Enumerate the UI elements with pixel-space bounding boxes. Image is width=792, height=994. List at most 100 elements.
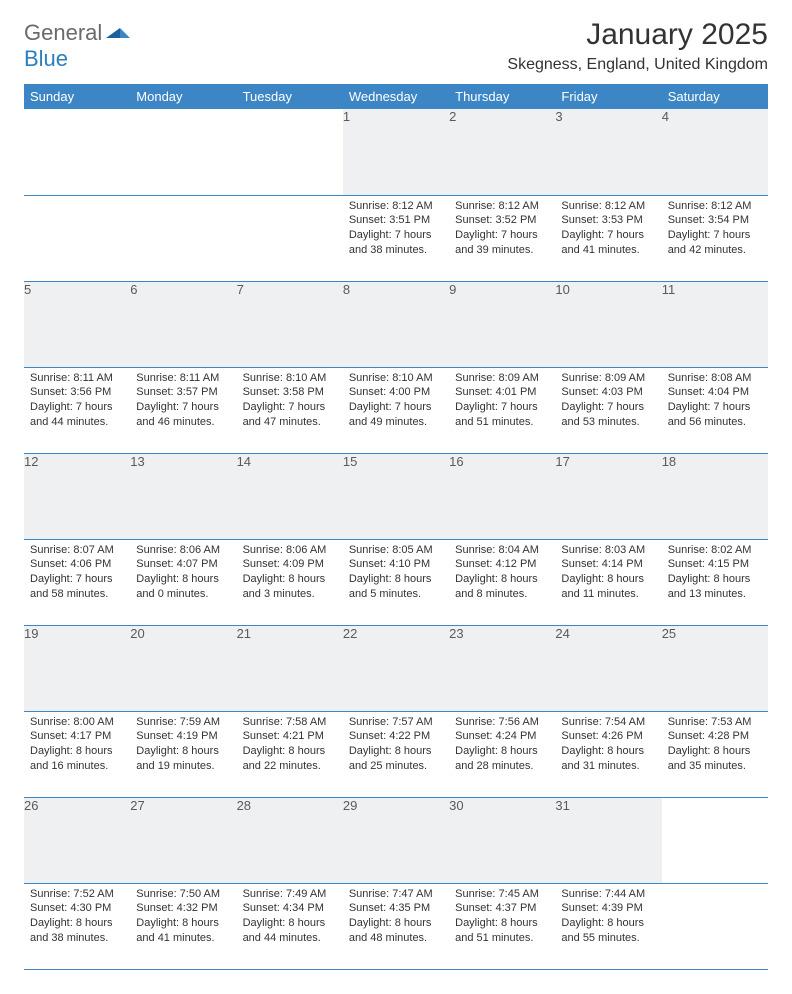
day-number-cell: 12 <box>24 453 130 539</box>
day-number-cell: 31 <box>555 797 661 883</box>
d2-text: and 16 minutes. <box>30 759 124 774</box>
d1-text: Daylight: 8 hours <box>561 572 655 587</box>
day-number-cell: 4 <box>662 109 768 195</box>
calendar-page: General January 2025 Skegness, England, … <box>0 0 792 994</box>
sunset-text: Sunset: 4:26 PM <box>561 729 655 744</box>
day-number-cell: 16 <box>449 453 555 539</box>
day-cell-body: Sunrise: 8:06 AMSunset: 4:09 PMDaylight:… <box>237 540 343 608</box>
day-cell: Sunrise: 7:50 AMSunset: 4:32 PMDaylight:… <box>130 883 236 969</box>
d1-text: Daylight: 8 hours <box>30 744 124 759</box>
day-cell-body: Sunrise: 7:57 AMSunset: 4:22 PMDaylight:… <box>343 712 449 780</box>
sunrise-text: Sunrise: 8:12 AM <box>668 199 762 214</box>
sunset-text: Sunset: 4:00 PM <box>349 385 443 400</box>
day-number-cell: 25 <box>662 625 768 711</box>
day-cell-body: Sunrise: 7:53 AMSunset: 4:28 PMDaylight:… <box>662 712 768 780</box>
logo-blue-text: Blue <box>24 48 68 70</box>
sunset-text: Sunset: 4:06 PM <box>30 557 124 572</box>
day-cell: Sunrise: 8:09 AMSunset: 4:03 PMDaylight:… <box>555 367 661 453</box>
day-number-cell: 13 <box>130 453 236 539</box>
d2-text: and 8 minutes. <box>455 587 549 602</box>
day-number-cell: 28 <box>237 797 343 883</box>
sunset-text: Sunset: 4:22 PM <box>349 729 443 744</box>
brand-logo: General <box>24 20 132 45</box>
day-cell-body: Sunrise: 7:56 AMSunset: 4:24 PMDaylight:… <box>449 712 555 780</box>
d1-text: Daylight: 7 hours <box>30 400 124 415</box>
d1-text: Daylight: 8 hours <box>561 916 655 931</box>
d2-text: and 13 minutes. <box>668 587 762 602</box>
sunrise-text: Sunrise: 8:04 AM <box>455 543 549 558</box>
calendar-body: 1234Sunrise: 8:12 AMSunset: 3:51 PMDayli… <box>24 109 768 969</box>
day-cell: Sunrise: 8:09 AMSunset: 4:01 PMDaylight:… <box>449 367 555 453</box>
weekday-header: Saturday <box>662 84 768 109</box>
day-cell-body: Sunrise: 7:54 AMSunset: 4:26 PMDaylight:… <box>555 712 661 780</box>
sunset-text: Sunset: 3:51 PM <box>349 213 443 228</box>
sunrise-text: Sunrise: 7:50 AM <box>136 887 230 902</box>
sunset-text: Sunset: 4:03 PM <box>561 385 655 400</box>
day-content-row: Sunrise: 8:07 AMSunset: 4:06 PM Daylight:… <box>24 539 768 625</box>
day-cell-body: Sunrise: 7:58 AMSunset: 4:21 PMDaylight:… <box>237 712 343 780</box>
day-number-cell: 6 <box>130 281 236 367</box>
sunrise-text: Sunrise: 8:11 AM <box>30 371 124 386</box>
sunrise-text: Sunrise: 8:07 AM <box>30 543 124 558</box>
day-cell: Sunrise: 8:12 AMSunset: 3:52 PMDaylight:… <box>449 195 555 281</box>
day-cell: Sunrise: 8:02 AMSunset: 4:15 PMDaylight:… <box>662 539 768 625</box>
day-cell-body: Sunrise: 8:12 AMSunset: 3:54 PMDaylight:… <box>662 196 768 264</box>
d2-text: and 47 minutes. <box>243 415 337 430</box>
day-cell-body: Sunrise: 8:08 AMSunset: 4:04 PMDaylight:… <box>662 368 768 436</box>
day-number-cell: 23 <box>449 625 555 711</box>
d2-text: and 3 minutes. <box>243 587 337 602</box>
day-number-cell: 8 <box>343 281 449 367</box>
d2-text: and 44 minutes. <box>30 415 124 430</box>
sunrise-text: Sunrise: 7:59 AM <box>136 715 230 730</box>
d2-text: and 58 minutes. <box>30 587 124 602</box>
day-cell: Sunrise: 8:06 AMSunset: 4:07 PMDaylight:… <box>130 539 236 625</box>
day-number-cell <box>130 109 236 195</box>
sunset-text: Sunset: 3:57 PM <box>136 385 230 400</box>
day-cell-body: Sunrise: 8:12 AMSunset: 3:51 PMDaylight:… <box>343 196 449 264</box>
sunset-text: Sunset: 4:37 PM <box>455 901 549 916</box>
sunset-text: Sunset: 3:52 PM <box>455 213 549 228</box>
d2-text: and 44 minutes. <box>243 931 337 946</box>
sunrise-text: Sunrise: 8:06 AM <box>136 543 230 558</box>
d1-text: Daylight: 8 hours <box>136 744 230 759</box>
calendar-header-row: Sunday Monday Tuesday Wednesday Thursday… <box>24 84 768 109</box>
day-cell-body: Sunrise: 8:03 AMSunset: 4:14 PMDaylight:… <box>555 540 661 608</box>
sunset-text: Sunset: 4:07 PM <box>136 557 230 572</box>
sunset-text: Sunset: 4:01 PM <box>455 385 549 400</box>
day-number-cell: 24 <box>555 625 661 711</box>
day-cell-body: Sunrise: 8:02 AMSunset: 4:15 PMDaylight:… <box>662 540 768 608</box>
d1-text: Daylight: 8 hours <box>243 744 337 759</box>
day-cell-body: Sunrise: 8:04 AMSunset: 4:12 PMDaylight:… <box>449 540 555 608</box>
day-number-cell: 18 <box>662 453 768 539</box>
day-number-row: 19202122232425 <box>24 625 768 711</box>
weekday-header: Tuesday <box>237 84 343 109</box>
d1-text: Daylight: 8 hours <box>243 916 337 931</box>
day-number-cell: 2 <box>449 109 555 195</box>
day-cell-body: Sunrise: 7:49 AMSunset: 4:34 PMDaylight:… <box>237 884 343 952</box>
day-number-row: 262728293031 <box>24 797 768 883</box>
day-number-cell: 22 <box>343 625 449 711</box>
day-number-row: 12131415161718 <box>24 453 768 539</box>
sunset-text: Sunset: 4:15 PM <box>668 557 762 572</box>
day-number-cell: 14 <box>237 453 343 539</box>
sunrise-text: Sunrise: 8:00 AM <box>30 715 124 730</box>
sunrise-text: Sunrise: 8:10 AM <box>349 371 443 386</box>
sunrise-text: Sunrise: 7:44 AM <box>561 887 655 902</box>
d2-text: and 25 minutes. <box>349 759 443 774</box>
sunrise-text: Sunrise: 8:06 AM <box>243 543 337 558</box>
d2-text: and 41 minutes. <box>561 243 655 258</box>
d1-text: Daylight: 8 hours <box>455 744 549 759</box>
day-cell: Sunrise: 8:12 AMSunset: 3:54 PMDaylight:… <box>662 195 768 281</box>
sunset-text: Sunset: 4:24 PM <box>455 729 549 744</box>
d2-text: and 38 minutes. <box>349 243 443 258</box>
day-cell-body: Sunrise: 8:12 AMSunset: 3:53 PMDaylight:… <box>555 196 661 264</box>
day-cell: Sunrise: 7:47 AMSunset: 4:35 PMDaylight:… <box>343 883 449 969</box>
day-cell <box>130 195 236 281</box>
sunrise-text: Sunrise: 7:58 AM <box>243 715 337 730</box>
day-content-row: Sunrise: 8:12 AM Sunset: 3:51 PM Daylight:… <box>24 195 768 281</box>
d1-text: Daylight: 7 hours <box>668 228 762 243</box>
day-cell-body: Sunrise: 7:45 AMSunset: 4:37 PMDaylight:… <box>449 884 555 952</box>
logo-general-text: General <box>24 22 102 44</box>
day-cell: Sunrise: 7:44 AMSunset: 4:39 PMDaylight:… <box>555 883 661 969</box>
day-cell-body: Sunrise: 7:47 AMSunset: 4:35 PMDaylight:… <box>343 884 449 952</box>
